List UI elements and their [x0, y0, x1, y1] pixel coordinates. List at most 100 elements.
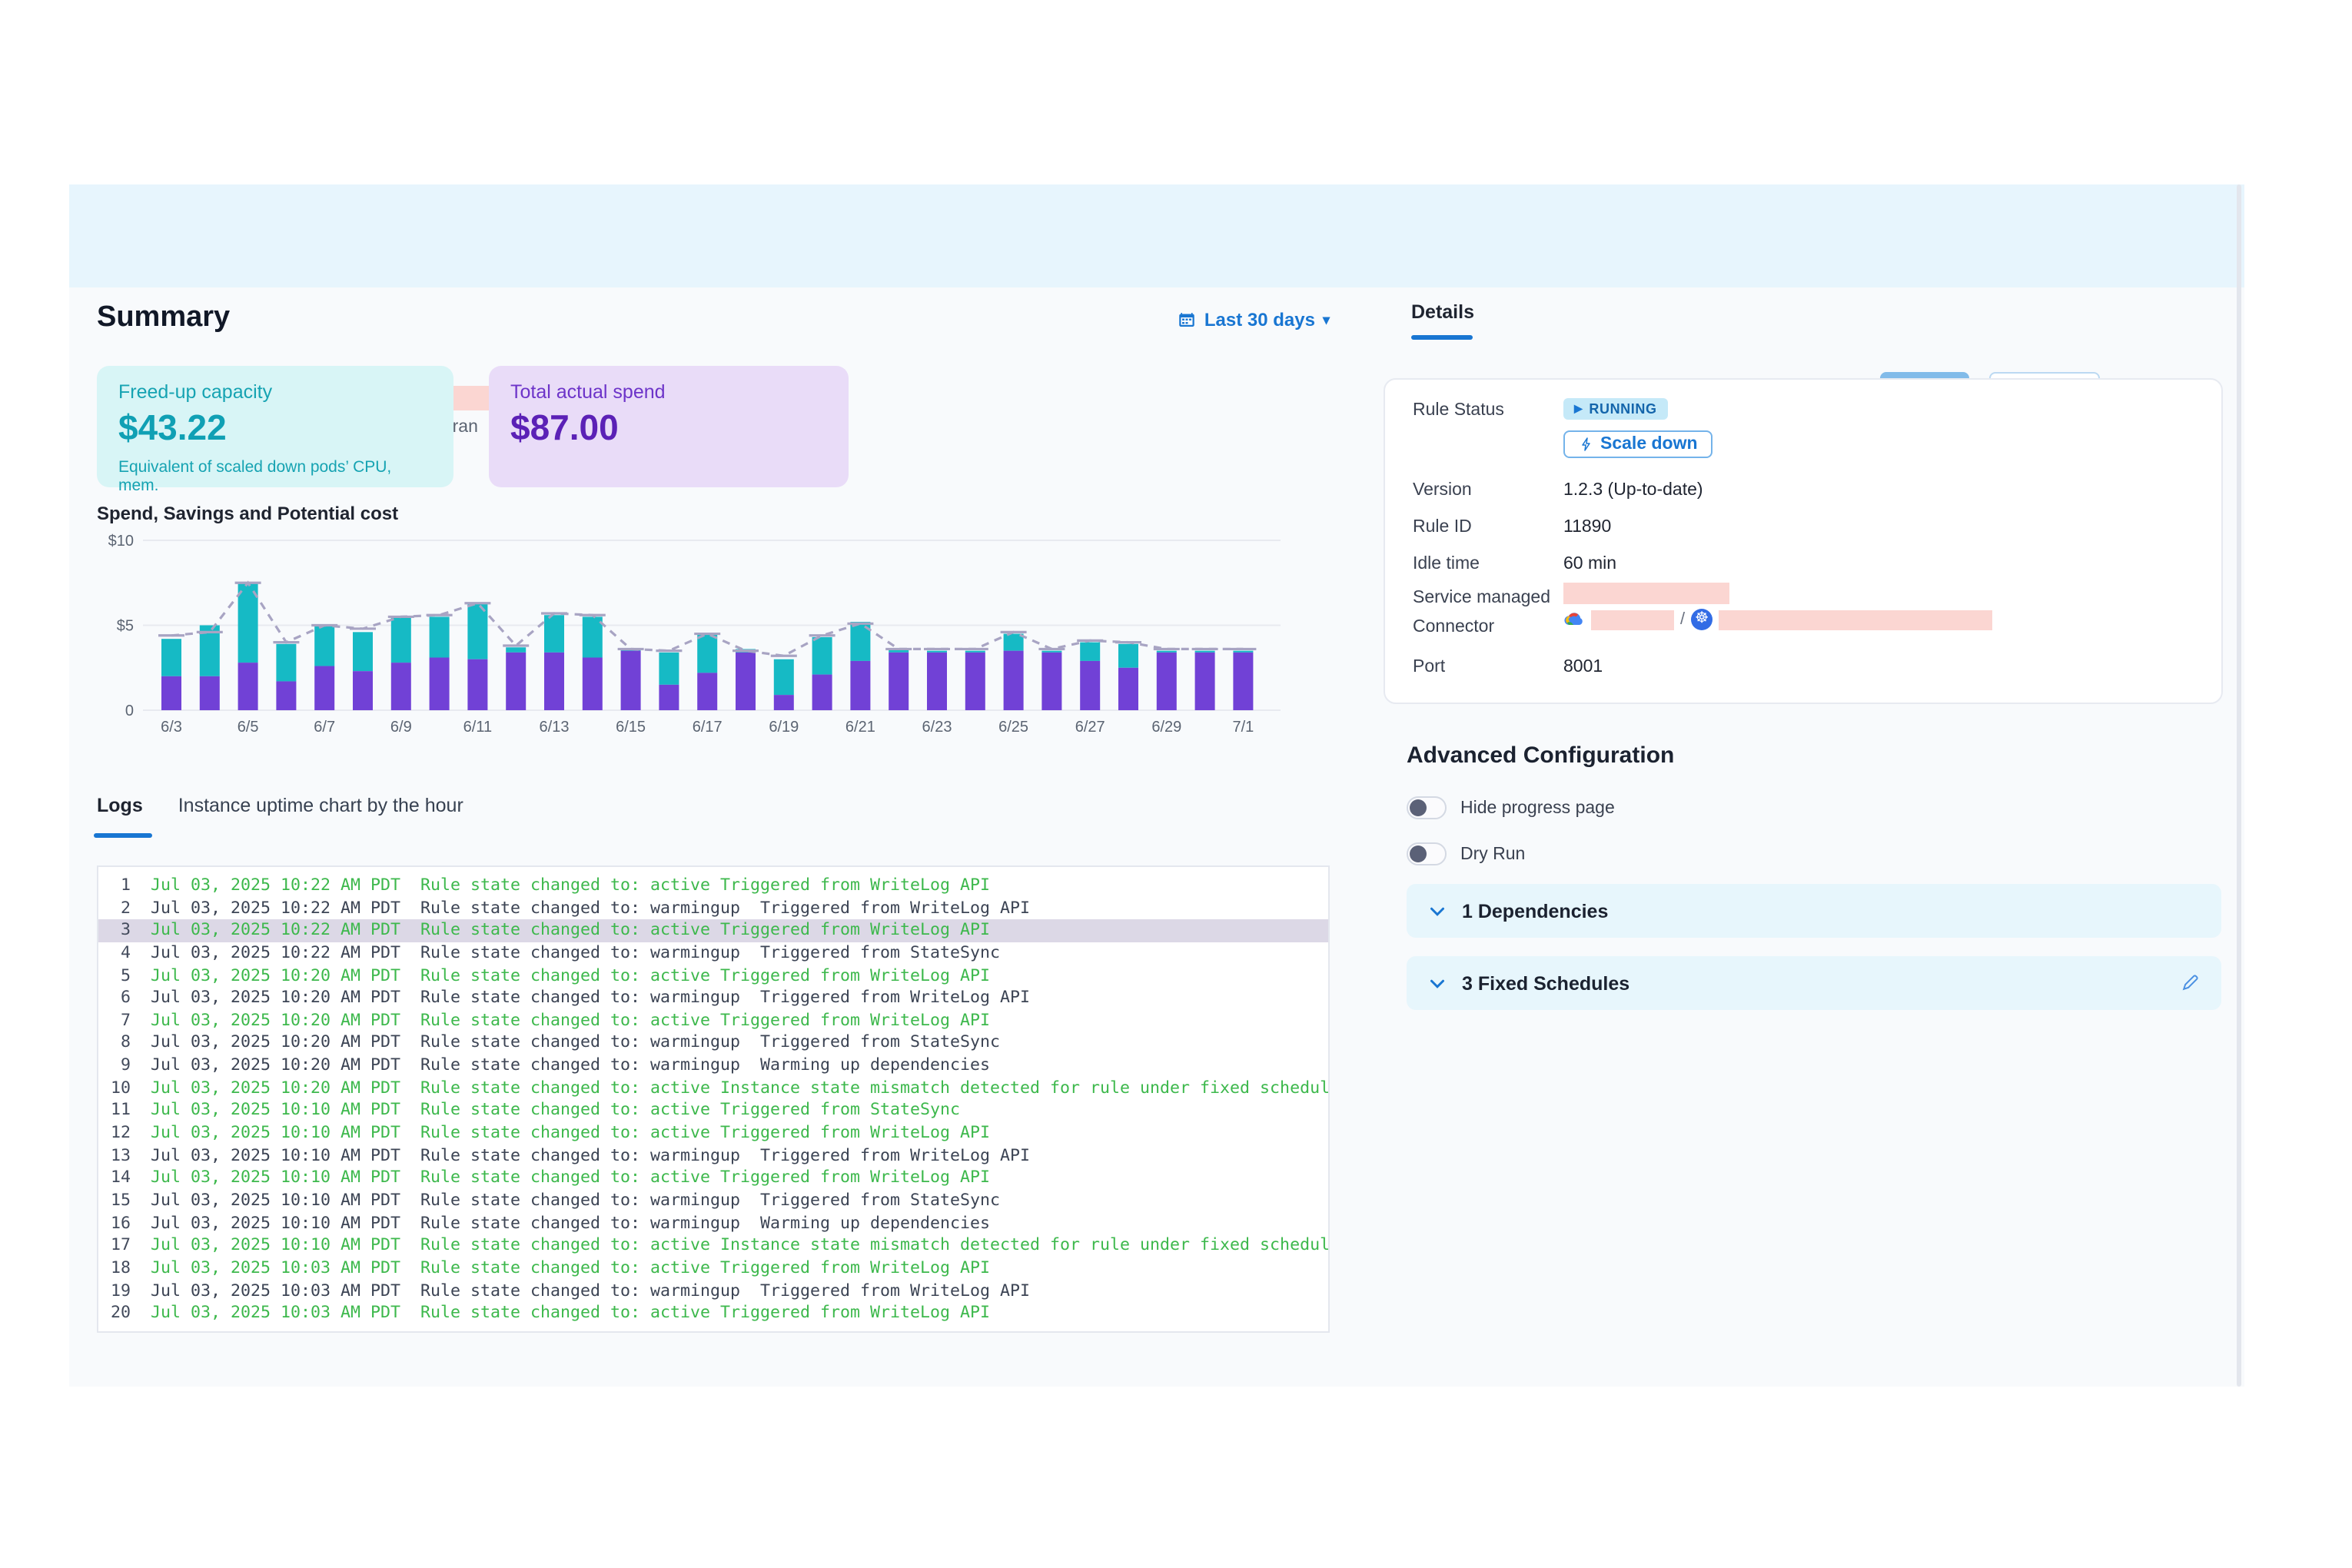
card-value: $43.22 — [118, 407, 227, 447]
log-message: Jul 03, 2025 10:10 AM PDT Rule state cha… — [151, 1189, 1001, 1210]
log-row[interactable]: 10 Jul 03, 2025 10:20 AM PDT Rule state c… — [98, 1078, 1328, 1100]
calendar-icon — [1180, 313, 1195, 327]
svg-text:6/27: 6/27 — [1075, 719, 1105, 736]
log-message: Jul 03, 2025 10:22 AM PDT Rule state cha… — [151, 897, 1031, 918]
log-line-number: 7 — [120, 1009, 131, 1030]
lightning-icon — [1582, 437, 1590, 451]
log-message: Jul 03, 2025 10:20 AM PDT Rule state cha… — [151, 1055, 991, 1075]
log-message: Jul 03, 2025 10:10 AM PDT Rule state cha… — [151, 1144, 1031, 1165]
svg-text:6/17: 6/17 — [693, 719, 723, 736]
log-line-number: 20 — [110, 1302, 131, 1323]
play-icon: ▶ — [1574, 404, 1583, 415]
log-line-number: 17 — [110, 1234, 131, 1255]
rule-id-value: 11890 — [1563, 518, 1612, 537]
log-message: Jul 03, 2025 10:10 AM PDT Rule state cha… — [151, 1167, 991, 1188]
tab-details[interactable]: Details — [1411, 301, 1474, 323]
log-row[interactable]: 7 Jul 03, 2025 10:20 AM PDT Rule state ch… — [98, 1010, 1328, 1032]
tab-logs[interactable]: Logs — [94, 795, 152, 838]
connector-project-redacted — [1591, 610, 1674, 630]
log-message: Jul 03, 2025 10:20 AM PDT Rule state cha… — [151, 1009, 991, 1030]
kubernetes-icon: ☸ — [1691, 609, 1713, 630]
log-row[interactable]: 15 Jul 03, 2025 10:10 AM PDT Rule state c… — [98, 1190, 1328, 1212]
log-row[interactable]: 19 Jul 03, 2025 10:03 AM PDT Rule state c… — [98, 1280, 1328, 1302]
log-row[interactable]: 18 Jul 03, 2025 10:03 AM PDT Rule state c… — [98, 1257, 1328, 1280]
log-row[interactable]: 4 Jul 03, 2025 10:22 AM PDT Rule state ch… — [98, 942, 1328, 965]
log-row[interactable]: 12 Jul 03, 2025 10:10 AM PDT Rule state c… — [98, 1122, 1328, 1144]
idle-time-label: Idle time — [1413, 555, 1480, 573]
log-message: Jul 03, 2025 10:03 AM PDT Rule state cha… — [151, 1302, 991, 1323]
date-range-picker[interactable]: Last 30 days ▾ — [1178, 309, 1330, 331]
svg-text:6/9: 6/9 — [390, 719, 412, 736]
log-message: Jul 03, 2025 10:10 AM PDT Rule state cha… — [151, 1234, 1330, 1255]
svg-text:6/7: 6/7 — [314, 719, 335, 736]
log-line-number: 1 — [120, 875, 131, 895]
log-row[interactable]: 16 Jul 03, 2025 10:10 AM PDT Rule state c… — [98, 1212, 1328, 1234]
tab-details-underline — [1411, 335, 1473, 340]
log-message: Jul 03, 2025 10:20 AM PDT Rule state cha… — [151, 965, 991, 985]
log-line-number: 16 — [110, 1212, 131, 1233]
log-message: Jul 03, 2025 10:20 AM PDT Rule state cha… — [151, 1077, 1330, 1098]
dry-run-toggle-row: Dry Run — [1407, 842, 1525, 865]
log-row[interactable]: 3 Jul 03, 2025 10:22 AM PDT Rule state ch… — [98, 919, 1328, 942]
toggle-knob — [1410, 799, 1427, 816]
details-card: Rule Status ▶ RUNNING Scale down Version… — [1384, 378, 2223, 704]
card-label: Freed-up capacity — [118, 381, 273, 403]
log-line-number: 2 — [120, 897, 131, 918]
svg-text:6/3: 6/3 — [161, 719, 182, 736]
fixed-schedules-accordion[interactable]: 3 Fixed Schedules — [1407, 956, 2221, 1010]
log-message: Jul 03, 2025 10:20 AM PDT Rule state cha… — [151, 987, 1031, 1008]
log-line-number: 11 — [110, 1099, 131, 1120]
svg-text:6/15: 6/15 — [616, 719, 646, 736]
version-value: 1.2.3 (Up-to-date) — [1563, 481, 1703, 500]
log-message: Jul 03, 2025 10:20 AM PDT Rule state cha… — [151, 1031, 1001, 1052]
log-line-number: 15 — [110, 1189, 131, 1210]
log-row[interactable]: 17 Jul 03, 2025 10:10 AM PDT Rule state c… — [98, 1235, 1328, 1257]
scale-down-button[interactable]: Scale down — [1563, 430, 1713, 458]
hide-progress-label: Hide progress page — [1460, 799, 1615, 817]
running-status-badge: ▶ RUNNING — [1563, 398, 1668, 420]
workload-header: ☸ K8s workload Created by saikiran 7 mon… — [69, 184, 2244, 437]
log-row[interactable]: 8 Jul 03, 2025 10:20 AM PDT Rule state ch… — [98, 1032, 1328, 1055]
card-note: Equivalent of scaled down pods’ CPU, mem… — [118, 458, 392, 495]
svg-text:$10: $10 — [108, 533, 134, 550]
dependencies-label: 1 Dependencies — [1462, 900, 1609, 922]
svg-text:6/29: 6/29 — [1151, 719, 1181, 736]
svg-text:$5: $5 — [117, 618, 134, 635]
log-row[interactable]: 11 Jul 03, 2025 10:10 AM PDT Rule state c… — [98, 1100, 1328, 1122]
port-label: Port — [1413, 658, 1446, 676]
svg-text:6/21: 6/21 — [845, 719, 875, 736]
tab-instance-uptime[interactable]: Instance uptime chart by the hour — [178, 795, 463, 816]
log-row[interactable]: 1 Jul 03, 2025 10:22 AM PDT Rule state ch… — [98, 875, 1328, 897]
log-line-number: 19 — [110, 1280, 131, 1301]
dry-run-toggle[interactable] — [1407, 842, 1447, 865]
advanced-configuration-title: Advanced Configuration — [1407, 742, 1675, 769]
log-line-number: 9 — [120, 1055, 131, 1075]
log-line-number: 4 — [120, 942, 131, 962]
log-message: Jul 03, 2025 10:10 AM PDT Rule state cha… — [151, 1099, 961, 1120]
log-row[interactable]: 20 Jul 03, 2025 10:03 AM PDT Rule state c… — [98, 1302, 1328, 1324]
connector-value: / ☸ — [1563, 609, 1993, 630]
summary-section: Summary Last 30 days ▾ Freed-up capacity… — [94, 287, 1330, 1333]
logs-panel[interactable]: 1 Jul 03, 2025 10:22 AM PDT Rule state ch… — [97, 865, 1330, 1333]
edit-pencil-icon[interactable] — [2180, 973, 2200, 993]
svg-text:6/13: 6/13 — [540, 719, 570, 736]
log-message: Jul 03, 2025 10:10 AM PDT Rule state cha… — [151, 1122, 991, 1143]
connector-separator: / — [1680, 610, 1686, 629]
hide-progress-toggle[interactable] — [1407, 796, 1447, 819]
log-line-number: 3 — [120, 919, 131, 940]
log-message: Jul 03, 2025 10:03 AM PDT Rule state cha… — [151, 1280, 1031, 1301]
log-row[interactable]: 9 Jul 03, 2025 10:20 AM PDT Rule state ch… — [98, 1055, 1328, 1077]
log-line-number: 5 — [120, 965, 131, 985]
idle-time-value: 60 min — [1563, 555, 1617, 573]
chart-title: Spend, Savings and Potential cost — [97, 503, 399, 524]
log-row[interactable]: 5 Jul 03, 2025 10:20 AM PDT Rule state ch… — [98, 965, 1328, 987]
rule-status-label: Rule Status — [1413, 401, 1504, 420]
dependencies-accordion[interactable]: 1 Dependencies — [1407, 884, 2221, 938]
log-row[interactable]: 13 Jul 03, 2025 10:10 AM PDT Rule state c… — [98, 1144, 1328, 1167]
app-window: ☸ K8s workload Created by saikiran 7 mon… — [69, 184, 2244, 1387]
svg-text:7/1: 7/1 — [1232, 719, 1254, 736]
log-row[interactable]: 6 Jul 03, 2025 10:20 AM PDT Rule state ch… — [98, 987, 1328, 1009]
log-row[interactable]: 2 Jul 03, 2025 10:22 AM PDT Rule state ch… — [98, 897, 1328, 919]
log-row[interactable]: 14 Jul 03, 2025 10:10 AM PDT Rule state c… — [98, 1168, 1328, 1190]
